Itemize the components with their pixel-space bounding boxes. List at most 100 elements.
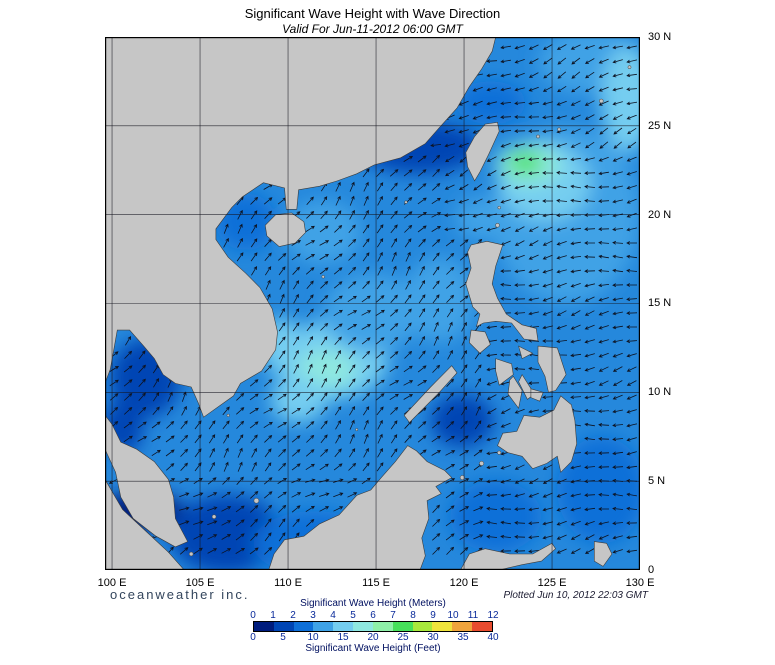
landmass-taiwan: [465, 121, 500, 182]
graticule: [105, 37, 640, 570]
lat-tick-label: 30 N: [648, 31, 672, 43]
wave-height-blob: [404, 257, 475, 343]
legend-meters-tick: 6: [370, 610, 376, 621]
landmass-masbate: [518, 345, 534, 360]
lat-tick-label: 25 N: [648, 119, 672, 132]
legend-meters-tick: 5: [350, 610, 356, 621]
landmass-bohol: [530, 388, 544, 402]
island-dot: [495, 223, 500, 228]
legend-color-cell: [273, 622, 294, 631]
island-dot: [253, 497, 260, 504]
title-block: Significant Wave Height with Wave Direct…: [0, 6, 745, 36]
legend-meters-tick: 11: [467, 610, 479, 621]
landmass-luzon: [465, 240, 539, 342]
legend-feet-tick: 35: [457, 632, 469, 643]
legend-feet-tick: 25: [397, 632, 409, 643]
lon-tick-label: 130 E: [625, 577, 655, 589]
landmass-panay: [495, 358, 514, 386]
landmass-asia-mainland: [105, 37, 497, 548]
lon-tick-label: 100 E: [97, 577, 127, 589]
legend-color-cell: [432, 622, 453, 631]
landmass-halmahera: [594, 541, 613, 567]
legend-meters-tick: 9: [430, 610, 436, 621]
legend-feet-tick: 15: [337, 632, 349, 643]
landmass-borneo: [268, 445, 453, 570]
legend-color-cell: [472, 622, 492, 631]
lat-tick-label: 0: [648, 563, 655, 576]
legend-meters-tick: 4: [330, 610, 336, 621]
legend-meters-ticks: 0 1 2 3 4 5 6 7 8 9 10 11 12: [250, 610, 498, 621]
wave-map-svg: [105, 37, 640, 570]
landmass-hainan: [264, 212, 306, 247]
legend-meters-tick: 8: [410, 610, 416, 621]
legend-color-cell: [412, 622, 433, 631]
lon-tick-label: 120 E: [449, 577, 479, 589]
legend-color-cell: [313, 622, 334, 631]
island-dot: [536, 134, 540, 139]
legend-feet-tick: 40: [487, 632, 499, 643]
oceanweather-branding: oceanweather inc.: [110, 587, 250, 602]
wave-height-blob: [284, 200, 362, 265]
legend-color-cell: [372, 622, 393, 631]
legend-meters-tick: 3: [310, 610, 316, 621]
legend-color-cell: [293, 622, 314, 631]
island-dot: [479, 460, 485, 466]
legend-color-cell: [254, 622, 274, 631]
map-border: [105, 37, 640, 570]
map-region: 30 N 25 N 20 N 15 N 10 N 5 N 0 100 E 105 E 110 E 1…: [98, 31, 672, 589]
page-title: Significant Wave Height with Wave Direct…: [244, 6, 501, 21]
legend-feet-ticks: 0 5 10 15 20 25 30 35 40: [250, 632, 498, 643]
land-layer: [105, 37, 632, 570]
landmass-mindoro: [468, 329, 491, 354]
lon-tick-label: 125 E: [537, 577, 567, 589]
island-dot: [355, 428, 359, 432]
island-dot: [497, 450, 502, 455]
legend-feet-tick: 5: [280, 632, 286, 643]
island-dot: [211, 514, 217, 519]
legend-feet-tick: 30: [427, 632, 439, 643]
wave-height-blob: [430, 394, 494, 448]
wave-height-blob: [455, 81, 526, 124]
legend-feet-label: Significant Wave Height (Feet): [305, 643, 441, 654]
legend-meters-tick: 10: [447, 610, 459, 621]
wave-height-blob: [557, 436, 640, 544]
island-dot: [627, 65, 632, 70]
island-dot: [557, 127, 561, 132]
island-dot: [404, 200, 408, 204]
legend-color-cell: [392, 622, 413, 631]
landmass-cebu: [518, 373, 535, 400]
lat-tick-label: 5 N: [648, 475, 666, 488]
wave-height-blob: [170, 495, 283, 570]
legend-meters-tick: 12: [487, 610, 499, 621]
legend-meters-tick: 7: [390, 610, 396, 621]
island-dot: [321, 275, 325, 279]
legend-meters-tick: 2: [290, 610, 296, 621]
legend-meters-tick: 1: [270, 610, 276, 621]
landmass-mindanao: [497, 395, 578, 473]
island-dot: [459, 475, 465, 481]
legend-meters-label: Significant Wave Height (Meters): [300, 598, 446, 609]
plotted-timestamp: Plotted Jun 10, 2012 22:03 GMT: [503, 590, 648, 601]
island-dot: [226, 413, 230, 417]
wave-height-blob: [508, 152, 544, 174]
valid-time-subtitle: Valid For Jun-11-2012 06:00 GMT: [282, 22, 463, 36]
legend-meters-tick: 0: [250, 610, 256, 621]
lat-tick-label: 15 N: [648, 297, 672, 310]
legend-feet-tick: 10: [307, 632, 319, 643]
landmass-sumatra: [105, 478, 185, 570]
lon-tick-label: 115 E: [362, 577, 390, 589]
island-dot: [497, 205, 501, 210]
lon-tick-label: 105 E: [185, 577, 215, 589]
legend-color-cell: [333, 622, 354, 631]
wave-height-blob: [449, 481, 542, 553]
legend-color-cell: [353, 622, 373, 631]
legend-feet-tick: 0: [250, 632, 256, 643]
island-dot: [188, 551, 194, 557]
lon-tick-label: 110 E: [274, 577, 302, 589]
legend-feet-tick: 20: [367, 632, 379, 643]
lat-tick-label: 20 N: [648, 208, 672, 221]
lat-tick-label: 10 N: [648, 386, 672, 399]
wave-height-blob: [455, 196, 508, 240]
